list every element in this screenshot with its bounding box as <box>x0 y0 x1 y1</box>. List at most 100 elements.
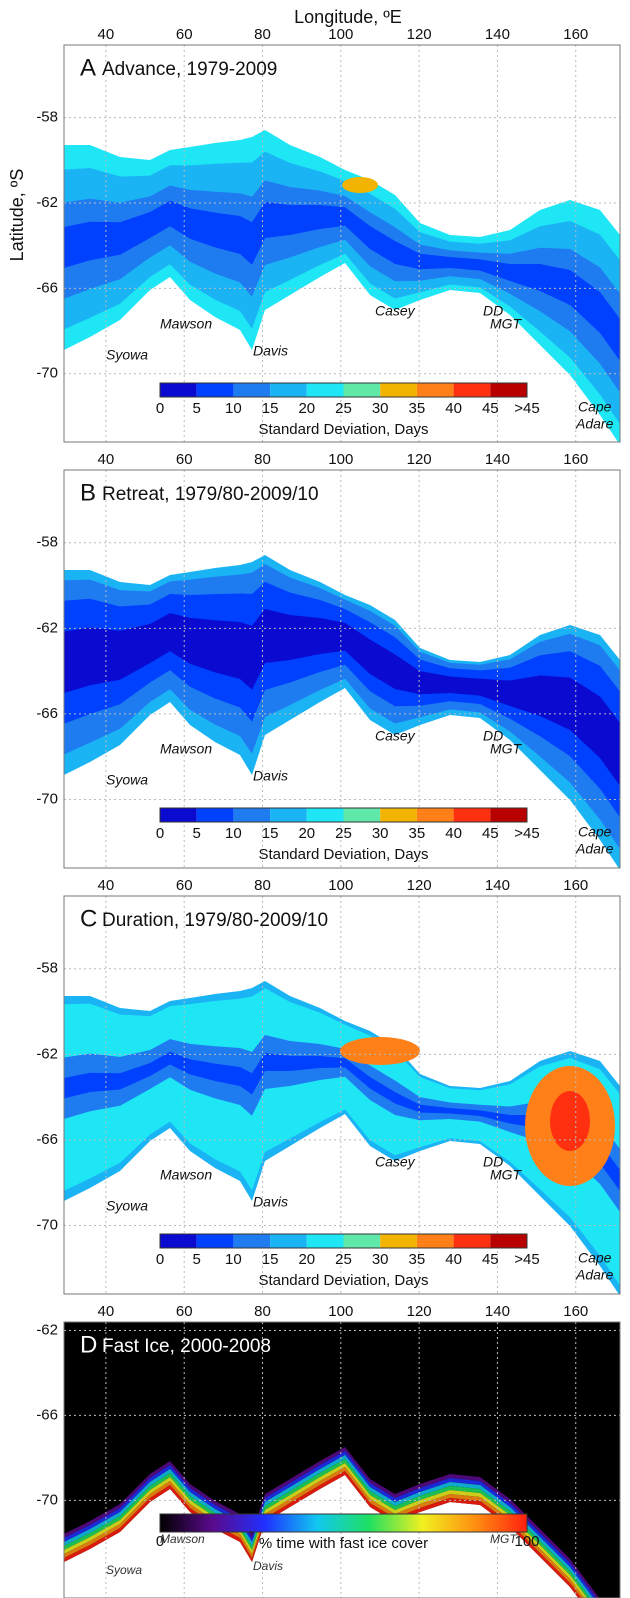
panel-title: Fast Ice, 2000-2008 <box>102 1336 271 1357</box>
colorbar-tick-label: 20 <box>298 400 315 417</box>
place-label: Mawson <box>160 741 212 757</box>
colorbar-tick-label: >45 <box>514 825 539 842</box>
place-label: MGT <box>490 1167 523 1183</box>
x-tick-label: 140 <box>485 451 510 468</box>
colorbar-tick-label: 25 <box>335 1251 352 1268</box>
colorbar-tick-label: 40 <box>445 1251 462 1268</box>
colorbar-tick-label: 25 <box>335 825 352 842</box>
ice-spot <box>550 1091 590 1151</box>
place-label: Davis <box>253 768 288 784</box>
x-tick-label: 140 <box>485 1303 510 1320</box>
colorbar-segment <box>380 1234 417 1248</box>
panel: 40 60 80 100 120 140 160 -62 -66 -70 D Fast Ice, 20… <box>36 1303 621 1598</box>
x-tick-label: 120 <box>407 451 432 468</box>
y-tick-label: -58 <box>36 960 58 977</box>
place-label: Cape <box>578 1250 612 1266</box>
colorbar-tick-label: 0 <box>156 825 164 842</box>
place-label: Adare <box>575 841 614 857</box>
y-tick-label: -62 <box>36 194 58 211</box>
x-tick-label: 100 <box>328 451 353 468</box>
y-tick-label: -66 <box>36 705 58 722</box>
colorbar-tick-label: 15 <box>262 400 279 417</box>
x-tick-label: 80 <box>254 26 271 43</box>
colorbar-segment <box>343 1234 381 1248</box>
x-tick-label: 40 <box>98 451 115 468</box>
colorbar-tick-label: 35 <box>409 1251 426 1268</box>
colorbar-segment <box>453 1234 491 1248</box>
colorbar-segment <box>160 808 197 822</box>
colorbar <box>159 1513 528 1533</box>
y-tick-label: -66 <box>36 1406 58 1423</box>
place-label: Cape <box>578 399 612 415</box>
colorbar-frame <box>159 1233 528 1249</box>
colorbar-tick-label: 10 <box>225 1251 242 1268</box>
colorbar-segment <box>380 383 417 397</box>
x-tick-label: 160 <box>563 451 588 468</box>
x-tick-label: 40 <box>98 26 115 43</box>
colorbar-tick-label: 5 <box>193 825 201 842</box>
x-tick-label: 160 <box>563 1303 588 1320</box>
map <box>64 1322 620 1598</box>
colorbar-segment <box>306 383 344 397</box>
panel: 40 60 80 100 120 140 160-58-62-66-70C Duration,… <box>36 877 621 1295</box>
colorbar-tick-label: >45 <box>514 1251 539 1268</box>
x-tick-label: 80 <box>254 877 271 894</box>
place-label: Syowa <box>106 1563 142 1577</box>
x-tick-label: 80 <box>254 451 271 468</box>
panel-frame <box>63 1321 621 1598</box>
y-tick-label: -70 <box>36 1491 58 1508</box>
y-tick-label: -70 <box>36 790 58 807</box>
y-tick-label: -62 <box>36 1321 58 1338</box>
colorbar-segment <box>416 383 454 397</box>
colorbar-tick-label: 45 <box>482 825 499 842</box>
x-tick-label: 140 <box>485 26 510 43</box>
colorbar-segment <box>416 808 454 822</box>
place-label: Casey <box>375 303 416 319</box>
x-tick-label: 100 <box>328 26 353 43</box>
y-tick-label: -66 <box>36 279 58 296</box>
x-tick-label: 60 <box>176 26 193 43</box>
colorbar-tick-label: 20 <box>298 825 315 842</box>
colorbar-frame <box>159 807 528 823</box>
x-tick-label: 60 <box>176 1303 193 1320</box>
colorbar-segment <box>453 383 491 397</box>
place-label: Davis <box>253 1194 288 1210</box>
place-label: Casey <box>375 1154 416 1170</box>
colorbar-segment <box>233 1234 271 1248</box>
colorbar-frame <box>159 382 528 398</box>
x-tick-label: 140 <box>485 877 510 894</box>
map <box>64 981 620 1294</box>
x-tick-label: 120 <box>407 1303 432 1320</box>
colorbar-tick-label: 45 <box>482 1251 499 1268</box>
colorbar-tick-label: 5 <box>193 1251 201 1268</box>
colorbar-tick-label: 35 <box>409 825 426 842</box>
place-label: Mawson <box>160 1532 205 1546</box>
colorbar-tick-label: 35 <box>409 400 426 417</box>
colorbar-tick-label: 5 <box>193 400 201 417</box>
y-tick-label: -66 <box>36 1131 58 1148</box>
panel: 40 60 80 100 120 140 160-58-62-66-70A Advance, … <box>36 26 621 443</box>
x-tick-label: 120 <box>407 26 432 43</box>
colorbar-tick-label: 0 <box>156 1251 164 1268</box>
place-label: MGT <box>490 741 523 757</box>
colorbar-segment <box>160 383 197 397</box>
y-axis-label: Latitude, ºS <box>7 169 27 262</box>
colorbar-segment <box>453 808 491 822</box>
colorbar-segment <box>196 808 234 822</box>
colorbar-segment <box>233 808 271 822</box>
colorbar-segment <box>306 808 344 822</box>
ice-spot <box>342 177 378 193</box>
colorbar-tick-label: 15 <box>262 825 279 842</box>
colorbar-tick-label: 40 <box>445 400 462 417</box>
x-tick-label: 80 <box>254 1303 271 1320</box>
x-tick-label: 160 <box>563 877 588 894</box>
ice-field <box>64 1051 620 1191</box>
panel-letter: A <box>80 54 96 81</box>
place-label: MGT <box>490 316 523 332</box>
colorbar-tick-label: 45 <box>482 400 499 417</box>
place-label: Syowa <box>106 772 148 788</box>
ice-field <box>64 609 620 786</box>
colorbar-label: Standard Deviation, Days <box>258 846 428 863</box>
colorbar-label: Standard Deviation, Days <box>258 421 428 438</box>
